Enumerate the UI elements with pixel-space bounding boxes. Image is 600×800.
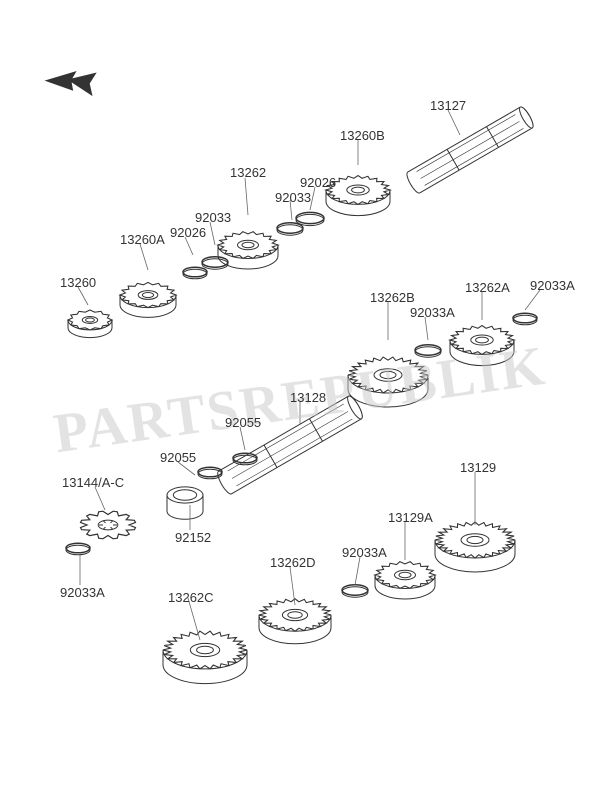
part-label: 13260A: [120, 232, 165, 247]
part-label: 92026: [170, 225, 206, 240]
parts-diagram: PARTSREPUBLIK 1312713260B920269203313262…: [0, 0, 600, 800]
part-label: 92033A: [410, 305, 455, 320]
part-label: 13262C: [168, 590, 214, 605]
part-label: 13144/A-C: [62, 475, 124, 490]
part-label: 13260B: [340, 128, 385, 143]
part-label: 13260: [60, 275, 96, 290]
part-label: 13262D: [270, 555, 316, 570]
part-label: 92033: [275, 190, 311, 205]
part-label: 13129A: [388, 510, 433, 525]
part-label: 13262A: [465, 280, 510, 295]
part-label: 92152: [175, 530, 211, 545]
part-label: 92055: [160, 450, 196, 465]
part-label: 92033A: [60, 585, 105, 600]
part-label: 92055: [225, 415, 261, 430]
part-label: 13262: [230, 165, 266, 180]
part-label: 92033A: [342, 545, 387, 560]
part-label: 13127: [430, 98, 466, 113]
part-label: 92033: [195, 210, 231, 225]
part-label: 13262B: [370, 290, 415, 305]
part-label: 13129: [460, 460, 496, 475]
part-label: 92026: [300, 175, 336, 190]
part-label: 13128: [290, 390, 326, 405]
part-label: 92033A: [530, 278, 575, 293]
direction-arrow: [40, 50, 100, 105]
